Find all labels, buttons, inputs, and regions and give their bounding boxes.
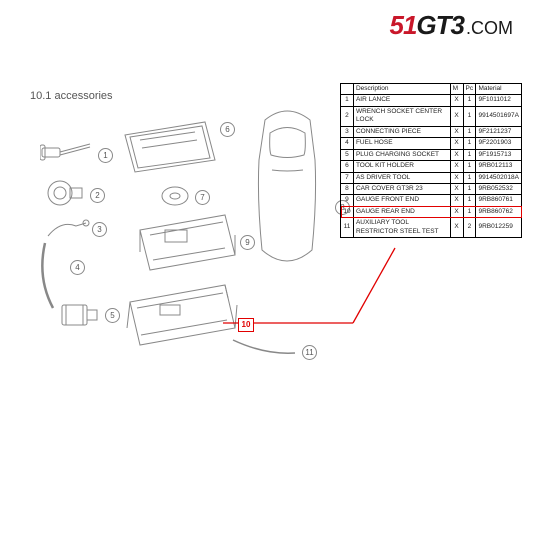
- callout-2: 2: [90, 188, 105, 203]
- part-aux-tool: [230, 335, 300, 360]
- cell-desc: CAR COVER GT3R 23: [353, 183, 450, 194]
- table-row: 7AS DRIVER TOOLX19914502018A: [341, 172, 522, 183]
- callout-10-highlight: 10: [238, 318, 254, 332]
- table-body: 1AIR LANCEX19F10110122WRENCH SOCKET CENT…: [341, 95, 522, 238]
- callout-4: 4: [70, 260, 85, 275]
- part-gauge-front: [135, 210, 240, 275]
- cell-num: 11: [341, 218, 354, 238]
- cell-m: X: [450, 172, 463, 183]
- cell-m: X: [450, 95, 463, 106]
- cell-m: X: [450, 183, 463, 194]
- col-num: [341, 84, 354, 95]
- brand-part-1: 51: [390, 10, 417, 40]
- brand-part-2: GT3: [416, 10, 464, 40]
- cell-desc: AS DRIVER TOOL: [353, 172, 450, 183]
- cell-m: X: [450, 149, 463, 160]
- cell-mat: 9RB052532: [476, 183, 522, 194]
- cell-num: 3: [341, 126, 354, 137]
- cell-desc: AIR LANCE: [353, 95, 450, 106]
- cell-mat: 9F1915713: [476, 149, 522, 160]
- callout-3: 3: [92, 222, 107, 237]
- cell-pc: 1: [463, 183, 476, 194]
- callout-1: 1: [98, 148, 113, 163]
- section-title: 10.1 accessories: [30, 90, 113, 102]
- brand-domain: .COM: [466, 18, 513, 38]
- table-row: 3CONNECTING PIECEX19F2121237: [341, 126, 522, 137]
- table-row: 6TOOL KIT HOLDERX19RB012113: [341, 161, 522, 172]
- table-row: 4FUEL HOSEX19F2201903: [341, 138, 522, 149]
- cell-num: 1: [341, 95, 354, 106]
- cell-pc: 1: [463, 138, 476, 149]
- callout-5: 5: [105, 308, 120, 323]
- part-air-lance: [40, 140, 95, 165]
- callout-7: 7: [195, 190, 210, 205]
- cell-m: X: [450, 106, 463, 126]
- cell-pc: 1: [463, 172, 476, 183]
- part-plug-socket: [60, 300, 100, 330]
- cell-mat: 9F2121237: [476, 126, 522, 137]
- cell-desc: PLUG CHARGING SOCKET: [353, 149, 450, 160]
- table-row: 1AIR LANCEX19F1011012: [341, 95, 522, 106]
- cell-desc: FUEL HOSE: [353, 138, 450, 149]
- cell-mat: 9RB860762: [476, 206, 522, 217]
- cell-m: X: [450, 195, 463, 206]
- cell-num: 10: [341, 206, 354, 217]
- cell-mat: 9RB860761: [476, 195, 522, 206]
- cell-num: 4: [341, 138, 354, 149]
- part-tool-kit-holder: [120, 120, 220, 175]
- col-m: M: [450, 84, 463, 95]
- cell-desc: TOOL KIT HOLDER: [353, 161, 450, 172]
- part-driver-tool: [160, 185, 190, 207]
- cell-pc: 2: [463, 218, 476, 238]
- table-row: 11AUXILIARY TOOL RESTRICTOR STEEL TESTX2…: [341, 218, 522, 238]
- cell-m: X: [450, 138, 463, 149]
- cell-m: X: [450, 218, 463, 238]
- table-row: 8CAR COVER GT3R 23X19RB052532: [341, 183, 522, 194]
- cell-num: 7: [341, 172, 354, 183]
- cell-m: X: [450, 161, 463, 172]
- table-row: 9GAUGE FRONT ENDX19RB860761: [341, 195, 522, 206]
- col-material: Material: [476, 84, 522, 95]
- cell-mat: 9914501697A: [476, 106, 522, 126]
- table-header-row: Description M Pc Material: [341, 84, 522, 95]
- parts-table: Description M Pc Material 1AIR LANCEX19F…: [340, 83, 522, 238]
- brand-logo: 51GT3.COM: [390, 10, 514, 41]
- cell-pc: 1: [463, 161, 476, 172]
- cell-mat: 9F2201903: [476, 138, 522, 149]
- cell-mat: 9RB012113: [476, 161, 522, 172]
- cell-pc: 1: [463, 126, 476, 137]
- cell-pc: 1: [463, 149, 476, 160]
- cell-mat: 9F1011012: [476, 95, 522, 106]
- cell-pc: 1: [463, 106, 476, 126]
- cell-num: 9: [341, 195, 354, 206]
- cell-pc: 1: [463, 195, 476, 206]
- callout-6: 6: [220, 122, 235, 137]
- cell-desc: AUXILIARY TOOL RESTRICTOR STEEL TEST: [353, 218, 450, 238]
- part-gauge-rear: [125, 280, 240, 350]
- cell-desc: WRENCH SOCKET CENTER LOCK: [353, 106, 450, 126]
- col-pc: Pc: [463, 84, 476, 95]
- cell-desc: GAUGE REAR END: [353, 206, 450, 217]
- col-description: Description: [353, 84, 450, 95]
- cell-desc: CONNECTING PIECE: [353, 126, 450, 137]
- cell-mat: 9RB012259: [476, 218, 522, 238]
- cell-num: 8: [341, 183, 354, 194]
- cell-m: X: [450, 126, 463, 137]
- cell-desc: GAUGE FRONT END: [353, 195, 450, 206]
- cell-mat: 9914502018A: [476, 172, 522, 183]
- cell-pc: 1: [463, 95, 476, 106]
- cell-m: X: [450, 206, 463, 217]
- callout-11: 11: [302, 345, 317, 360]
- table-row: 5PLUG CHARGING SOCKETX19F1915713: [341, 149, 522, 160]
- cell-pc: 1: [463, 206, 476, 217]
- cell-num: 6: [341, 161, 354, 172]
- table-row: 10GAUGE REAR ENDX19RB860762: [341, 206, 522, 217]
- part-car-cover: [250, 100, 325, 275]
- part-wrench-socket: [45, 178, 85, 208]
- part-connecting-piece: [46, 218, 91, 240]
- table-row: 2WRENCH SOCKET CENTER LOCKX19914501697A: [341, 106, 522, 126]
- cell-num: 5: [341, 149, 354, 160]
- cell-num: 2: [341, 106, 354, 126]
